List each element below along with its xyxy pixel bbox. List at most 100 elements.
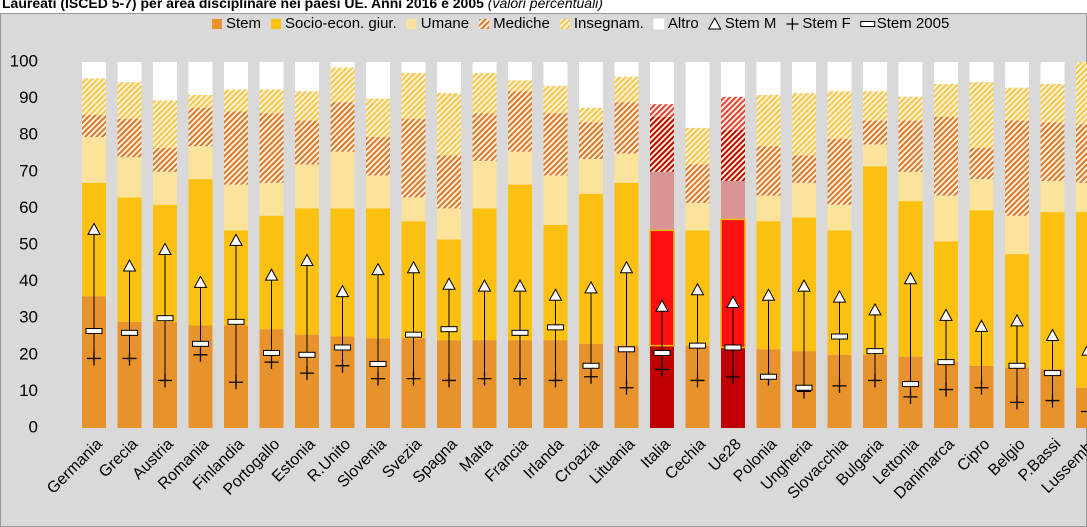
chart-title: Laureati (ISCED 5-7) per area disciplina… xyxy=(2,0,603,11)
bar-segment xyxy=(1005,120,1029,216)
stem-2005-marker xyxy=(618,346,635,353)
stem-2005-marker xyxy=(85,328,103,335)
legend-swatch xyxy=(653,18,665,30)
bar-segment xyxy=(898,120,923,172)
stem-m-marker xyxy=(264,268,279,281)
bar-segment xyxy=(827,204,852,231)
stem-m-marker xyxy=(300,253,314,266)
stem-m-marker xyxy=(158,242,172,255)
stem-m-marker xyxy=(903,271,918,285)
y-tick-label: 0 xyxy=(29,417,38,436)
bar-segment xyxy=(863,144,887,167)
bar-segment xyxy=(401,197,426,222)
bar-segment xyxy=(401,62,426,73)
stem-f-marker xyxy=(87,351,101,366)
bar-segment xyxy=(1005,87,1029,121)
bar-segment xyxy=(579,158,603,194)
stem-m-marker xyxy=(122,258,137,272)
legend-label: Insegnam. xyxy=(574,15,644,32)
stem-f-marker xyxy=(1045,393,1060,408)
bar-segment xyxy=(543,175,568,225)
bar-segment xyxy=(259,113,284,183)
bar-segment xyxy=(295,164,319,209)
y-tick-label: 90 xyxy=(19,88,38,107)
bar-segment xyxy=(685,127,710,165)
stem-m-marker xyxy=(193,275,208,288)
bar-segment xyxy=(82,137,106,183)
bar-segment xyxy=(685,62,710,128)
stem-f-marker xyxy=(974,380,989,395)
bar-segment xyxy=(1076,62,1087,125)
bar-segment xyxy=(579,122,603,159)
y-tick-label: 80 xyxy=(19,125,38,144)
bar-segment xyxy=(224,62,248,90)
y-tick-label: 100 xyxy=(10,51,38,70)
stem-m-marker xyxy=(548,288,563,301)
bar-segment xyxy=(472,72,497,114)
stem-2005-marker xyxy=(866,348,884,355)
stem-f-marker xyxy=(406,371,421,386)
bar-segment xyxy=(792,93,816,156)
bar-segment xyxy=(366,137,390,176)
bar-segment xyxy=(827,91,852,139)
stem-f-marker xyxy=(726,369,740,384)
stem-m-marker xyxy=(1081,344,1087,356)
stem-2005-marker xyxy=(369,360,387,367)
stem-m-marker xyxy=(477,279,492,292)
legend-label: Stem xyxy=(226,15,261,32)
bar-segment xyxy=(756,94,781,147)
stem-f-marker xyxy=(584,369,598,384)
bar-segment xyxy=(863,91,887,121)
stem-f-marker xyxy=(832,378,847,393)
bar-segment xyxy=(437,62,461,94)
bar-segment xyxy=(366,62,390,99)
stem-2005-marker xyxy=(1008,362,1026,369)
stem-m-marker xyxy=(726,295,740,309)
title: Laureati (ISCED 5-7) per area disciplina… xyxy=(2,0,484,11)
stem-2005-marker xyxy=(156,315,174,322)
stem-2005-marker xyxy=(227,318,245,325)
bar-segment xyxy=(1040,122,1065,181)
legend-label: Stem F xyxy=(802,15,850,32)
bar-segment xyxy=(472,160,497,209)
stem-m-marker xyxy=(974,319,989,332)
bar-segment xyxy=(969,82,994,149)
bar-segment xyxy=(898,171,923,202)
stem-f-marker xyxy=(264,355,279,370)
stem-2005-marker xyxy=(653,349,671,356)
bar-segment xyxy=(756,62,781,95)
stem-2005-marker xyxy=(440,326,458,333)
stem-2005-marker xyxy=(582,362,600,369)
stem-f-marker xyxy=(868,373,882,388)
legend: Stem Socio-econ. giur. Umane Mediche Insegna… xyxy=(212,15,949,32)
bar-segment xyxy=(153,171,177,205)
bar-segment xyxy=(472,113,497,161)
bar-segment xyxy=(295,62,319,92)
stem-m-marker xyxy=(690,282,705,296)
bar-segment xyxy=(1040,83,1065,123)
stem-m-marker xyxy=(335,284,350,298)
legend-label: Altro xyxy=(668,15,699,32)
bar-segment xyxy=(1076,182,1087,213)
bar-segment xyxy=(366,175,390,209)
y-tick-label: 70 xyxy=(19,161,38,180)
bar-segment xyxy=(508,151,532,185)
stem-m-marker xyxy=(868,302,882,316)
bar-segment xyxy=(259,62,284,90)
stem-m-marker xyxy=(832,290,847,303)
bar-segment xyxy=(1005,215,1029,255)
stem-f-marker xyxy=(903,389,918,404)
bar-segment xyxy=(827,62,852,92)
bar-segment xyxy=(472,62,497,73)
legend-label: Umane xyxy=(421,15,469,32)
stem-f-marker xyxy=(442,373,456,388)
bar-segment xyxy=(614,153,639,183)
stem-f-marker xyxy=(1010,395,1024,410)
bar-segment xyxy=(401,118,426,198)
bar-segment xyxy=(259,182,284,216)
bar-segment xyxy=(82,115,106,138)
stem-m-marker xyxy=(442,277,456,290)
bar-segment xyxy=(117,62,142,83)
stem-2005-marker xyxy=(831,333,848,340)
legend-symbol xyxy=(860,21,876,27)
